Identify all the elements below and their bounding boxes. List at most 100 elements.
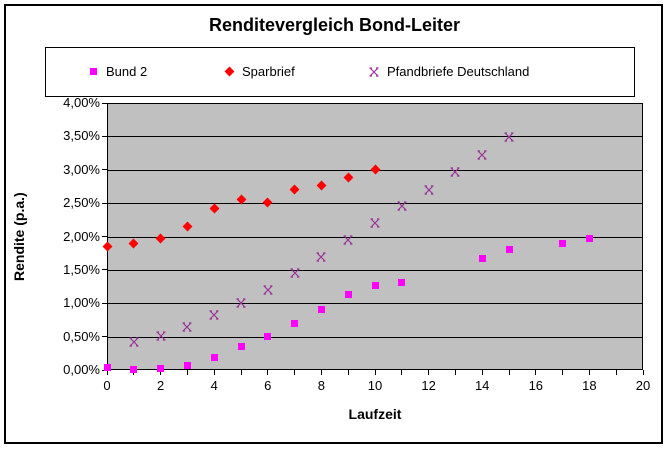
data-point-x-icon [182, 322, 192, 332]
data-point-x-icon [504, 132, 514, 142]
x-axis-tick [401, 370, 403, 375]
x-axis-tick [213, 370, 215, 375]
major-gridline [108, 269, 642, 271]
data-point-square-icon [290, 318, 300, 328]
x-tick-label: 0 [103, 378, 111, 393]
data-point-square-icon [477, 254, 487, 264]
data-point-x-icon [129, 337, 139, 347]
data-point-diamond-icon [262, 197, 273, 208]
legend-item-sparbrief[interactable]: Sparbrief [224, 48, 295, 95]
x-tick-label: 20 [635, 378, 651, 393]
x-axis-tick [642, 370, 644, 375]
data-point-x-icon [316, 251, 326, 262]
x-axis-tick [508, 370, 510, 375]
y-axis-tick [102, 236, 107, 237]
data-point-square-icon [343, 290, 353, 300]
data-point-square-icon [316, 305, 326, 315]
x-tick-label: 14 [474, 378, 490, 393]
x-tick-label: 8 [317, 378, 325, 393]
x-axis-tick [347, 370, 349, 375]
x-tick-label: 6 [264, 378, 272, 393]
data-point-diamond-icon [155, 233, 166, 244]
x-axis-tick [186, 370, 188, 375]
x-tick-label: 2 [156, 378, 165, 393]
data-point-diamond-icon [128, 238, 139, 249]
y-tick-label: 1,50% [63, 261, 100, 277]
x-axis-tick [106, 370, 108, 375]
data-point-square-icon [209, 353, 219, 363]
data-point-square-icon [182, 361, 192, 371]
x-axis-tick [294, 370, 296, 375]
major-gridline [108, 203, 642, 205]
legend-square-marker-icon [88, 67, 98, 77]
legend-x-marker-icon [369, 66, 379, 77]
legend-item-pfandbriefe[interactable]: Pfandbriefe Deutschland [369, 48, 529, 95]
data-point-square-icon [504, 244, 514, 254]
y-tick-label: 2,00% [63, 228, 100, 244]
data-point-square-icon [102, 363, 112, 373]
y-axis-tick [102, 202, 107, 204]
y-tick-label: 1,00% [63, 295, 100, 311]
y-axis-tick [102, 135, 107, 137]
y-axis-tick [102, 336, 107, 338]
x-axis-tick [240, 370, 242, 375]
x-axis-tick [454, 370, 456, 375]
data-point-x-icon [156, 331, 166, 341]
data-point-diamond-icon [370, 164, 380, 175]
y-tick-label: 3,50% [63, 128, 100, 144]
x-axis-tick [535, 370, 537, 375]
legend-item-bund-2[interactable]: Bund 2 [88, 48, 147, 95]
data-point-x-icon [263, 285, 273, 295]
data-point-x-icon [209, 310, 219, 320]
data-point-x-icon [236, 298, 246, 308]
x-axis-tick [588, 370, 590, 375]
data-point-square-icon [236, 342, 246, 352]
y-axis-tick [102, 269, 107, 271]
data-point-x-icon [343, 235, 353, 245]
data-point-x-icon [450, 167, 460, 177]
data-point-square-icon [370, 281, 380, 291]
data-point-x-icon [477, 150, 487, 160]
y-axis-title: Rendite (p.a.) [11, 192, 27, 281]
data-point-square-icon [584, 234, 594, 244]
data-point-square-icon [558, 238, 568, 248]
data-point-square-icon [156, 364, 166, 374]
y-tick-label: 0,00% [63, 362, 100, 377]
data-point-diamond-icon [289, 184, 300, 195]
data-point-x-icon [370, 218, 380, 228]
data-point-x-icon [397, 201, 407, 212]
x-axis-tick [267, 370, 269, 375]
data-point-x-icon [290, 267, 300, 278]
y-tick-label: 2,50% [63, 195, 100, 211]
x-tick-label: 18 [582, 378, 597, 393]
data-point-square-icon [263, 332, 273, 342]
y-tick-label: 3,00% [63, 161, 100, 177]
y-axis-tick [102, 102, 107, 104]
data-point-diamond-icon [343, 172, 354, 183]
data-point-diamond-icon [209, 203, 220, 214]
y-axis-tick [102, 302, 107, 304]
chart-title: Renditevergleich Bond-Leiter [208, 15, 461, 35]
major-gridline [108, 303, 642, 305]
major-gridline [108, 136, 642, 138]
major-gridline [108, 336, 642, 338]
legend-diamond-marker-icon [224, 66, 234, 77]
y-tick-label: 0,50% [63, 328, 100, 344]
x-axis-tick [428, 370, 430, 375]
x-tick-label: 10 [367, 378, 383, 393]
data-point-diamond-icon [236, 194, 246, 205]
x-axis-tick [481, 370, 483, 375]
x-axis-tick [160, 370, 162, 375]
major-gridline [108, 236, 642, 238]
data-point-square-icon [129, 364, 139, 374]
legend: Bund 2 Sparbrief Pfandbriefe Deutschland [45, 47, 635, 97]
x-axis-tick [615, 370, 617, 375]
x-tick-label: 4 [210, 378, 218, 393]
x-tick-label: 16 [528, 378, 544, 393]
data-point-diamond-icon [102, 241, 112, 252]
legend-label-pfandbriefe: Pfandbriefe Deutschland [387, 64, 530, 79]
x-axis-tick [562, 370, 564, 375]
y-axis-tick [102, 169, 107, 171]
x-axis-title: Laufzeit [348, 406, 402, 422]
